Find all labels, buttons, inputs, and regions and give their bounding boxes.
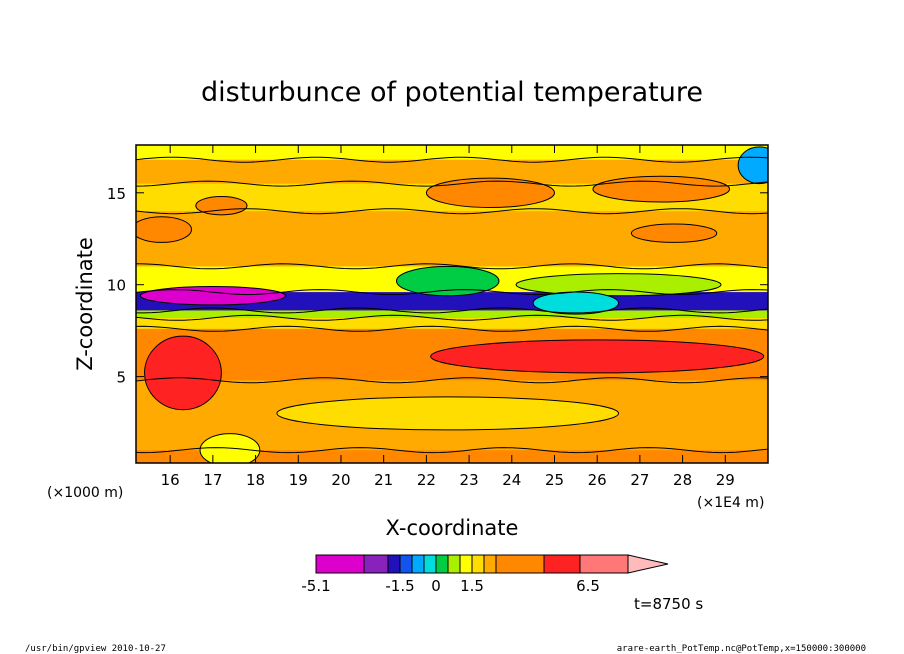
y-axis-label: Z-coordinate <box>73 237 97 371</box>
contour-line-3 <box>136 325 768 332</box>
colorbar-segment-12 <box>543 554 581 574</box>
colorbar-segment-8 <box>459 554 473 574</box>
colorbar-label-3: 1.5 <box>460 577 484 595</box>
contour-region-2 <box>425 177 555 208</box>
x-tick-label-19: 19 <box>289 471 308 489</box>
y-tick-label-15: 15 <box>107 185 126 203</box>
plot-frame <box>135 144 769 464</box>
contour-region-6 <box>630 223 718 243</box>
contour-line-8 <box>136 208 768 215</box>
y-tick-label-5: 5 <box>116 369 126 387</box>
colorbar-segment-13 <box>579 554 629 574</box>
colorbar-segment-11 <box>495 554 545 574</box>
colorbar-segment-4 <box>411 554 425 574</box>
y-tick-label-10: 10 <box>107 277 126 295</box>
layer-band-10 <box>136 145 768 160</box>
x-tick-label-28: 28 <box>673 471 692 489</box>
contour-line-9 <box>136 180 768 187</box>
colorbar-label-0: -5.1 <box>301 577 330 595</box>
contour-region-12 <box>276 396 620 431</box>
contour-region-0 <box>144 335 222 411</box>
contour-region-7 <box>395 265 500 297</box>
colorbar-segment-7 <box>447 554 461 574</box>
colorbar-segment-0 <box>315 554 365 574</box>
colorbar-segment-6 <box>435 554 449 574</box>
layer-band-4 <box>136 310 768 318</box>
chart-title: disturbunce of potential temperature <box>201 77 703 108</box>
contour-line-6 <box>136 289 768 296</box>
x-tick-label-26: 26 <box>588 471 607 489</box>
contour-line-1 <box>136 447 768 454</box>
plot-area <box>136 145 768 463</box>
contour-region-5 <box>195 195 248 216</box>
x-tick-label-23: 23 <box>460 471 479 489</box>
x-tick-label-22: 22 <box>417 471 436 489</box>
layer-band-0 <box>136 450 768 463</box>
contour-line-5 <box>136 307 768 314</box>
contour-region-1 <box>430 339 765 374</box>
x-tick-label-25: 25 <box>545 471 564 489</box>
contour-line-4 <box>136 314 768 321</box>
colorbar-arrow <box>627 554 669 574</box>
colorbar-segment-5 <box>423 554 437 574</box>
layer-band-9 <box>136 159 768 184</box>
contour-region-10 <box>139 286 286 306</box>
x-axis-label: X-coordinate <box>386 516 519 540</box>
footer-right: arare-earth_PotTemp.nc@PotTemp,x=150000:… <box>617 644 866 654</box>
x-unit-right: (×1E4 m) <box>697 495 764 511</box>
x-tick-label-20: 20 <box>331 471 350 489</box>
x-tick-label-18: 18 <box>246 471 265 489</box>
colorbar-segment-9 <box>471 554 485 574</box>
colorbar-label-4: 6.5 <box>576 577 600 595</box>
colorbar-segment-3 <box>399 554 413 574</box>
x-tick-label-27: 27 <box>630 471 649 489</box>
colorbar-segment-1 <box>363 554 389 574</box>
colorbar-label-2: 0 <box>431 577 441 595</box>
time-label: t=8750 s <box>634 595 703 613</box>
x-tick-label-24: 24 <box>502 471 521 489</box>
contour-line-2 <box>136 377 768 384</box>
colorbar-segment-10 <box>483 554 497 574</box>
x-tick-label-29: 29 <box>716 471 735 489</box>
layer-band-3 <box>136 317 768 329</box>
contour-region-11 <box>737 146 768 185</box>
contour-line-10 <box>136 156 768 163</box>
footer-left: /usr/bin/gpview 2010-10-27 <box>25 644 166 654</box>
x-tick-label-16: 16 <box>161 471 180 489</box>
contour-region-3 <box>592 175 731 203</box>
x-unit-left: (×1000 m) <box>47 485 123 501</box>
x-tick-label-17: 17 <box>203 471 222 489</box>
contour-region-8 <box>515 273 722 297</box>
x-tick-label-21: 21 <box>374 471 393 489</box>
contour-line-7 <box>136 263 768 270</box>
colorbar-label-1: -1.5 <box>385 577 414 595</box>
contour-region-4 <box>136 216 193 243</box>
colorbar <box>315 554 669 574</box>
colorbar-segment-2 <box>387 554 401 574</box>
